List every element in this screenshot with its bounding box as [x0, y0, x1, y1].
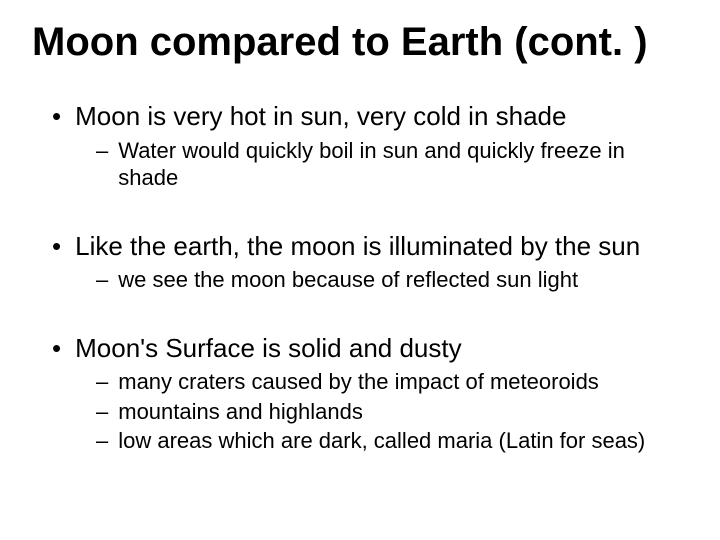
- bullet-marker-l1: •: [52, 332, 61, 365]
- bullet-l1: • Moon is very hot in sun, very cold in …: [52, 100, 688, 133]
- slide-title: Moon compared to Earth (cont. ): [32, 20, 688, 64]
- bullet-l2-text: many craters caused by the impact of met…: [118, 368, 599, 396]
- bullet-l1-text: Moon is very hot in sun, very cold in sh…: [75, 100, 566, 133]
- bullet-l2: – we see the moon because of reflected s…: [96, 266, 688, 294]
- bullet-l2-text: we see the moon because of reflected sun…: [118, 266, 578, 294]
- bullet-marker-l2: –: [96, 427, 108, 455]
- bullet-marker-l2: –: [96, 137, 108, 165]
- bullet-marker-l2: –: [96, 398, 108, 426]
- bullet-marker-l1: •: [52, 100, 61, 133]
- bullet-l2-text: Water would quickly boil in sun and quic…: [118, 137, 688, 192]
- bullet-group-1: • Like the earth, the moon is illuminate…: [32, 230, 688, 294]
- bullet-marker-l2: –: [96, 368, 108, 396]
- bullet-marker-l2: –: [96, 266, 108, 294]
- bullet-l2: – Water would quickly boil in sun and qu…: [96, 137, 688, 192]
- bullet-l1-text: Like the earth, the moon is illuminated …: [75, 230, 640, 263]
- bullet-l1-text: Moon's Surface is solid and dusty: [75, 332, 462, 365]
- bullet-l2-text: mountains and highlands: [118, 398, 363, 426]
- bullet-l2: – mountains and highlands: [96, 398, 688, 426]
- bullet-group-2: • Moon's Surface is solid and dusty – ma…: [32, 332, 688, 455]
- bullet-l1: • Like the earth, the moon is illuminate…: [52, 230, 688, 263]
- slide-container: Moon compared to Earth (cont. ) • Moon i…: [0, 0, 720, 540]
- bullet-l1: • Moon's Surface is solid and dusty: [52, 332, 688, 365]
- bullet-marker-l1: •: [52, 230, 61, 263]
- bullet-l2: – many craters caused by the impact of m…: [96, 368, 688, 396]
- bullet-l2: – low areas which are dark, called maria…: [96, 427, 688, 455]
- bullet-group-0: • Moon is very hot in sun, very cold in …: [32, 100, 688, 192]
- bullet-l2-text: low areas which are dark, called maria (…: [118, 427, 645, 455]
